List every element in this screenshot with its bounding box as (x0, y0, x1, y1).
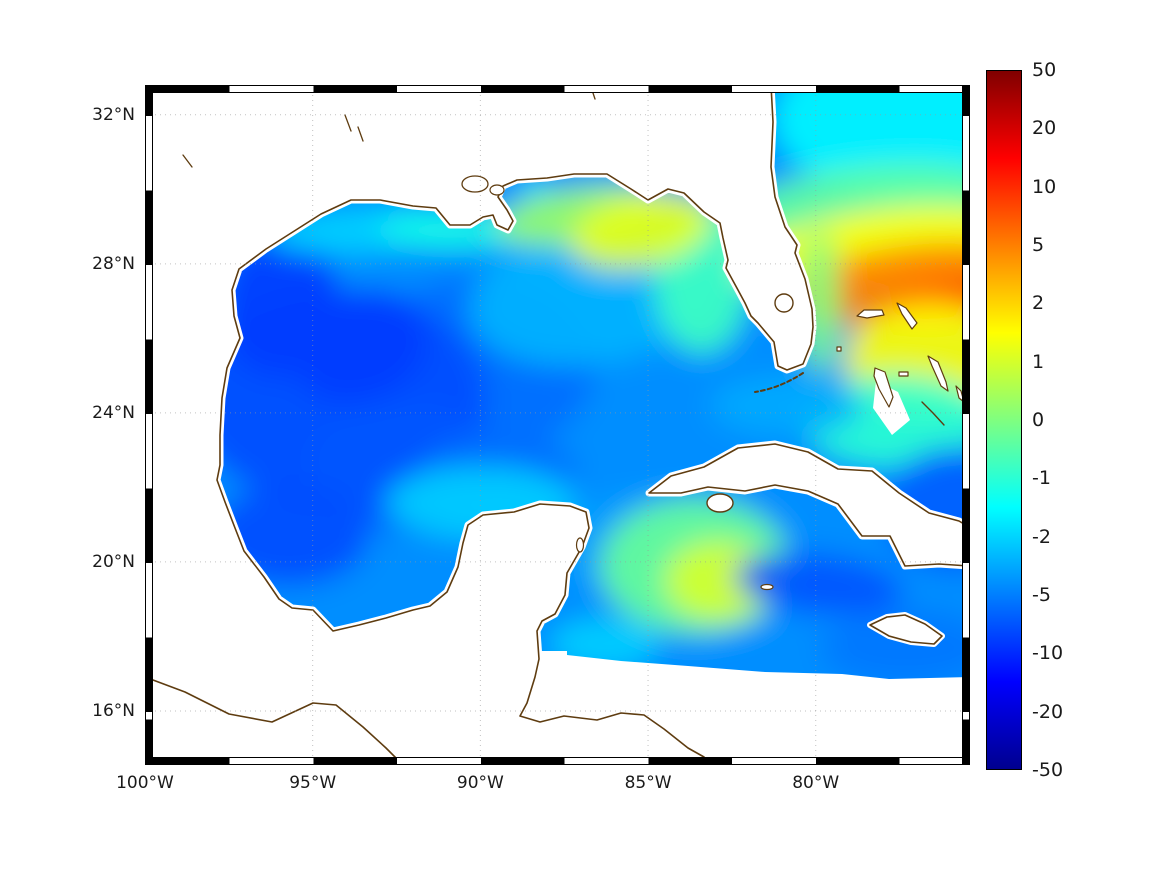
lake-borgne (489, 184, 505, 196)
island-isla-juventud (706, 493, 734, 513)
island-abaco (896, 302, 918, 330)
field-blob-11 (520, 178, 549, 197)
colorbar-tick-label-6: 0 (1032, 409, 1045, 431)
colorbar-tick-label-9: -5 (1032, 584, 1051, 606)
map-plot (145, 85, 970, 765)
land-layer (145, 85, 970, 765)
map-frame-right (962, 85, 970, 765)
colorbar-tick-label-1: 20 (1032, 117, 1057, 140)
x-tick-label-4: 80°W (792, 773, 840, 793)
field-blob-20 (773, 85, 970, 204)
colorbar (986, 70, 1022, 770)
x-tick-label-0: 100°W (116, 773, 174, 793)
colorbar-tick-label-8: -2 (1032, 525, 1051, 548)
graticule (145, 85, 970, 765)
field-blob-27 (710, 375, 861, 436)
florida-keys (754, 372, 804, 393)
island-exuma-chain (921, 401, 945, 426)
lake-okeechobee (774, 293, 794, 313)
island-new-providence (898, 371, 909, 377)
island-cuba (648, 443, 970, 567)
y-tick-label-1: 28°N (92, 253, 135, 274)
y-tick-label-4: 16°N (92, 700, 135, 721)
coastline-pacific (145, 676, 404, 765)
coastline-gulf-atlantic (216, 85, 814, 765)
field-blob-10 (378, 212, 529, 249)
y-tick-label-0: 32°N (92, 104, 135, 125)
island-cozumel (575, 537, 585, 553)
island-grand-cayman (760, 583, 774, 591)
x-tick-label-2: 90°W (456, 773, 504, 793)
island-bimini (836, 346, 842, 352)
field-blob-17 (664, 540, 773, 621)
colorbar-tick-label-11: -20 (1032, 700, 1064, 723)
colorbar-tick-label-3: 5 (1032, 234, 1045, 256)
map-frame-top (145, 85, 970, 93)
lake-pontchartrain (461, 175, 489, 193)
colorbar-tick-label-4: 2 (1032, 292, 1045, 315)
map-frame-bottom (145, 757, 970, 765)
colorbar-tick-label-10: -10 (1032, 642, 1064, 665)
field-blob-13 (570, 192, 713, 269)
colorbar-tick-label-2: 10 (1032, 175, 1057, 198)
field-blob-18 (734, 553, 904, 616)
island-eleuthera (927, 355, 949, 392)
colorbar-tick-label-0: 50 (1032, 59, 1057, 81)
inland-lakes (182, 86, 596, 168)
island-grand-bahama (856, 309, 885, 319)
island-jamaica (869, 614, 943, 645)
field-blob-19 (821, 609, 970, 679)
colorbar-tick-label-12: -50 (1032, 759, 1064, 781)
field-blob-30 (549, 617, 660, 670)
landmass-north-america (145, 85, 813, 765)
colorbar-tick-label-7: -1 (1032, 467, 1051, 490)
y-tick-label-3: 20°N (92, 551, 135, 572)
colorbar-tick-label-5: 1 (1032, 350, 1045, 373)
y-tick-label-2: 24°N (92, 402, 135, 423)
x-tick-label-3: 85°W (624, 773, 672, 793)
field-blob-3 (291, 288, 429, 403)
x-tick-label-1: 95°W (289, 773, 337, 793)
map-frame-left (145, 85, 153, 765)
island-andros (873, 367, 894, 408)
